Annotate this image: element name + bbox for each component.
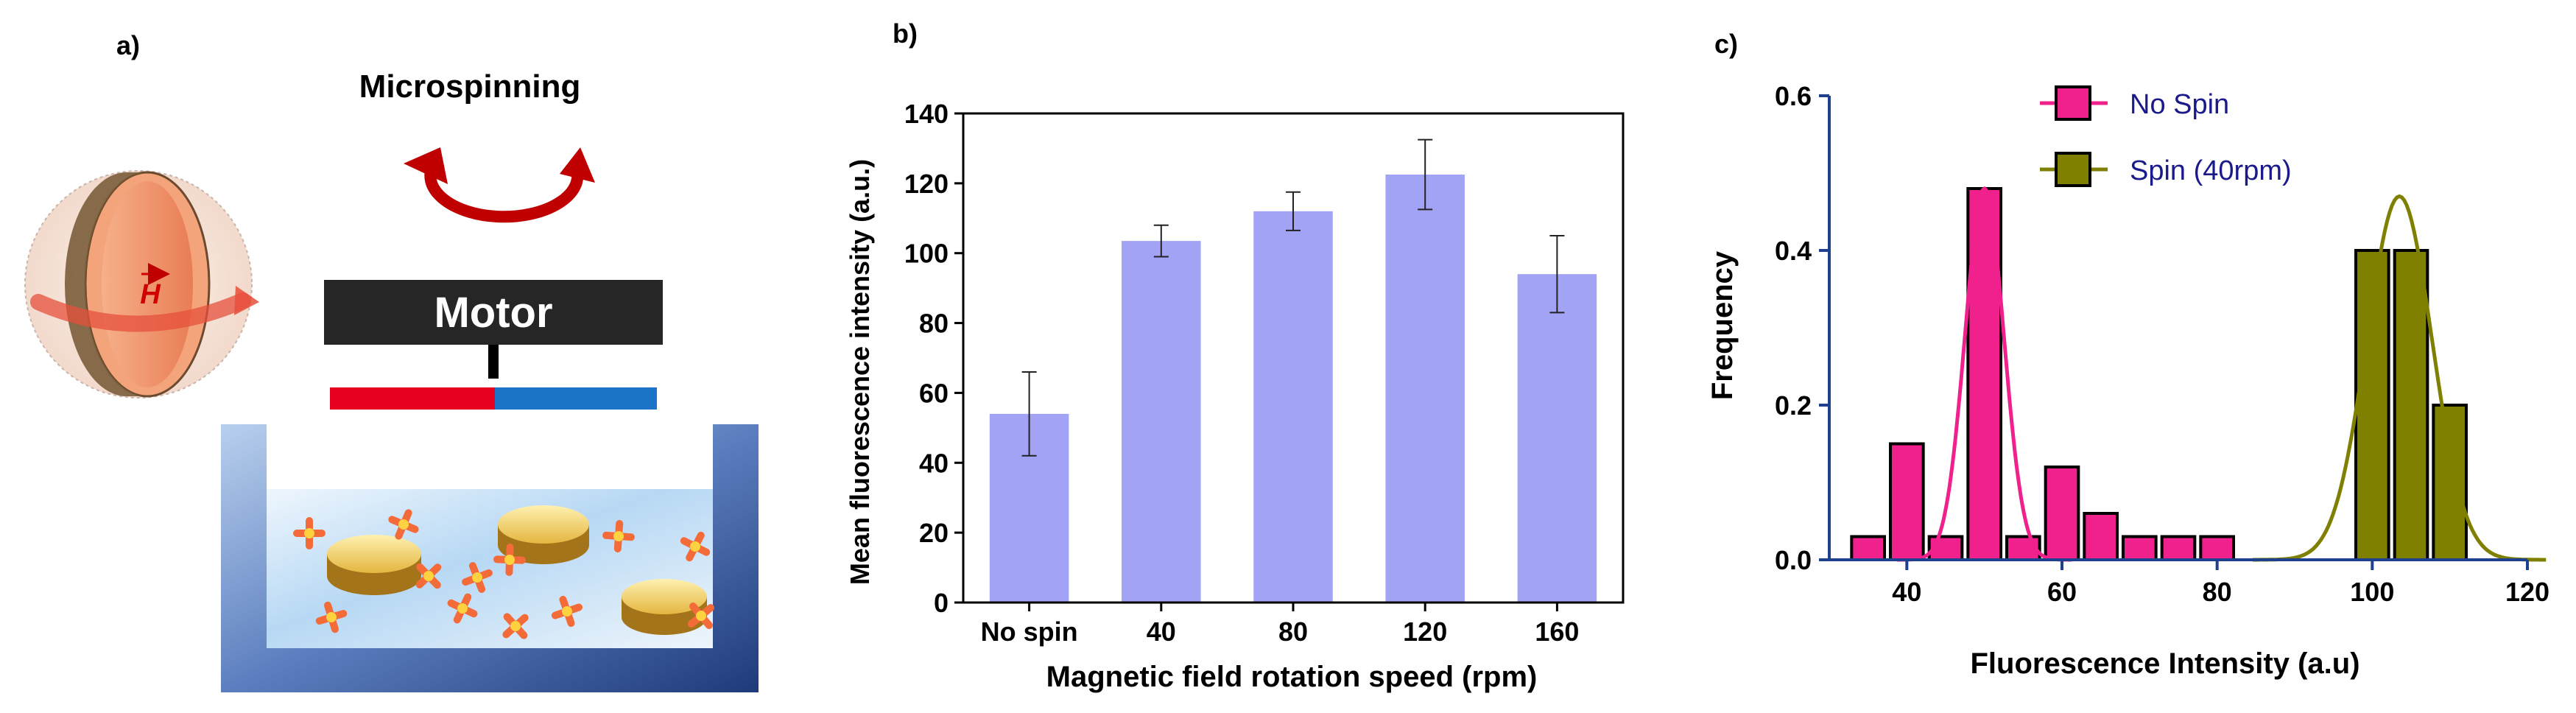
gaussian-fit-line bbox=[2253, 194, 2547, 562]
molecule-core bbox=[504, 555, 515, 565]
panel-c-label: c) bbox=[1714, 29, 1738, 59]
x-tick-label: 120 bbox=[2505, 577, 2549, 607]
histogram-bar bbox=[2432, 404, 2468, 561]
molecules bbox=[293, 509, 715, 639]
molecule-core bbox=[326, 612, 337, 622]
bar bbox=[1253, 211, 1333, 603]
molecule-icon bbox=[551, 595, 583, 628]
molecule-icon bbox=[493, 544, 526, 576]
legend-entry: No Spin bbox=[2040, 85, 2229, 121]
molecule-icon bbox=[415, 563, 442, 589]
histogram-bar bbox=[2083, 512, 2119, 561]
molecule-icon bbox=[388, 509, 419, 540]
rotation-arrow-icon bbox=[404, 147, 595, 223]
molecule-core bbox=[398, 519, 409, 530]
y-tick-label: 100 bbox=[904, 239, 949, 269]
panel-b-label: b) bbox=[893, 18, 918, 49]
rotating-field-sphere: H bbox=[24, 170, 259, 398]
panel-b-chart: b) Mean fluorescence intensity (a.u.) Ma… bbox=[845, 18, 1625, 693]
microdisk-icon bbox=[327, 535, 421, 595]
molecule-core bbox=[304, 528, 314, 538]
x-tick-label: 40 bbox=[1892, 577, 1921, 607]
molecule-core bbox=[423, 571, 434, 581]
x-tick-label: 80 bbox=[2203, 577, 2232, 607]
histogram-bar bbox=[2160, 535, 2197, 561]
histogram-bar bbox=[1889, 442, 1925, 561]
x-tick-label: 160 bbox=[1535, 617, 1579, 647]
panel-a: a) Microspinning H Motor bbox=[24, 30, 759, 692]
bar bbox=[1517, 274, 1597, 603]
histogram-bar bbox=[2122, 535, 2158, 561]
molecule-core bbox=[613, 531, 624, 541]
y-tick-label: 120 bbox=[904, 169, 949, 199]
legend-label: No Spin bbox=[2130, 89, 2229, 120]
panel-c-xlabel: Fluorescence Intensity (a.u) bbox=[1970, 647, 2359, 680]
y-tick-label: 80 bbox=[919, 309, 949, 339]
molecule-icon bbox=[293, 517, 325, 549]
molecule-core bbox=[562, 606, 572, 617]
plot-frame bbox=[962, 112, 1625, 604]
panel-b-xlabel: Magnetic field rotation speed (rpm) bbox=[1046, 661, 1538, 693]
molecule-icon bbox=[680, 531, 711, 562]
x-tick-label: 80 bbox=[1278, 617, 1308, 647]
y-tick-label: 0.4 bbox=[1775, 236, 1812, 266]
x-tick-label: 100 bbox=[2350, 577, 2394, 607]
y-tick-label: 60 bbox=[919, 378, 949, 408]
histogram-bar bbox=[2005, 535, 2041, 561]
histogram-bar bbox=[1850, 535, 1886, 561]
error-bar bbox=[1418, 138, 1433, 211]
y-tick-label: 0.2 bbox=[1775, 390, 1812, 421]
molecule-icon bbox=[315, 601, 348, 633]
y-tick-label: 40 bbox=[919, 448, 949, 478]
error-bar bbox=[1021, 370, 1037, 457]
bar bbox=[1385, 175, 1465, 603]
molecule-icon bbox=[602, 520, 635, 552]
histogram-bar bbox=[2199, 535, 2235, 561]
molecule-core bbox=[510, 621, 521, 631]
fluid-tank bbox=[221, 424, 759, 692]
error-bar bbox=[1153, 224, 1169, 258]
panel-c-chart: c) Frequency Fluorescence Intensity (a.u… bbox=[1706, 29, 2549, 680]
x-tick-label: 120 bbox=[1403, 617, 1447, 647]
y-tick-label: 140 bbox=[904, 99, 949, 129]
microdisk-icon bbox=[622, 579, 707, 635]
molecule-core bbox=[690, 541, 700, 552]
microspinning-title: Microspinning bbox=[359, 69, 581, 105]
x-tick-label: No spin bbox=[981, 617, 1078, 647]
motor-label: Motor bbox=[434, 289, 552, 337]
panel-b-ylabel: Mean fluorescence intensity (a.u.) bbox=[845, 159, 875, 585]
legend-entry: Spin (40rpm) bbox=[2040, 152, 2292, 187]
molecule-icon bbox=[502, 613, 529, 639]
panel-a-label: a) bbox=[116, 30, 140, 60]
molecule-core bbox=[472, 572, 482, 583]
x-tick-label: 40 bbox=[1147, 617, 1176, 647]
y-tick-label: 0 bbox=[934, 588, 949, 618]
bar bbox=[1122, 241, 1201, 603]
motor-block: Motor bbox=[324, 280, 663, 410]
x-tick-label: 60 bbox=[2047, 577, 2077, 607]
error-bar bbox=[1286, 191, 1301, 231]
gaussian-fit-line bbox=[1897, 186, 2072, 562]
molecule-core bbox=[457, 603, 468, 614]
molecule-icon bbox=[462, 562, 493, 593]
y-tick-label: 0.6 bbox=[1775, 81, 1812, 111]
field-h-symbol: H bbox=[140, 279, 161, 310]
microdisk-icon bbox=[498, 505, 589, 564]
molecule-icon bbox=[447, 593, 478, 624]
y-tick-label: 20 bbox=[919, 518, 949, 548]
legend-label: Spin (40rpm) bbox=[2130, 155, 2292, 186]
legend-swatch bbox=[2055, 152, 2091, 187]
molecule-icon bbox=[687, 602, 715, 630]
panel-c-ylabel: Frequency bbox=[1706, 250, 1739, 400]
histogram-bar bbox=[2393, 249, 2429, 561]
histogram-bar bbox=[2044, 466, 2080, 561]
error-bar bbox=[1549, 235, 1565, 314]
molecule-core bbox=[696, 611, 706, 621]
legend-swatch bbox=[2055, 85, 2091, 121]
y-tick-label: 0.0 bbox=[1775, 545, 1812, 575]
